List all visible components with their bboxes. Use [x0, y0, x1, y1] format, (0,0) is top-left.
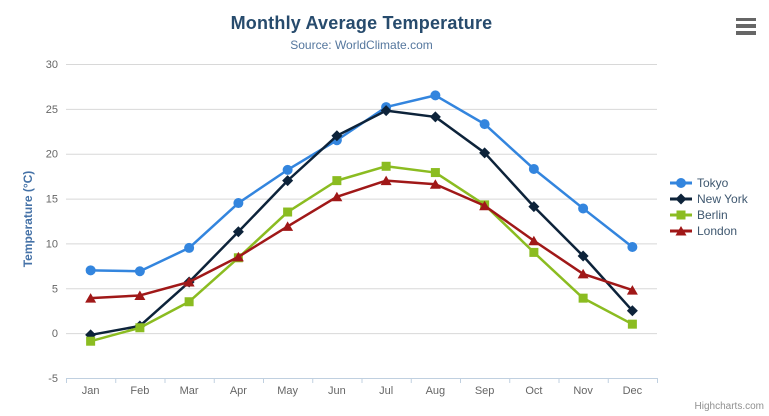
- point-berlin-mar[interactable]: [184, 297, 194, 307]
- y-axis-title: Temperature (°C): [21, 170, 35, 268]
- legend-diamond-icon: [670, 193, 692, 205]
- point-tokyo-aug[interactable]: [430, 90, 441, 101]
- point-london-feb[interactable]: [134, 290, 146, 300]
- point-berlin-may[interactable]: [283, 207, 293, 217]
- point-berlin-oct[interactable]: [529, 247, 539, 257]
- point-new-york-apr[interactable]: [232, 226, 244, 238]
- legend-circle-icon: [670, 178, 692, 188]
- point-berlin-dec[interactable]: [627, 319, 637, 329]
- point-london-sep[interactable]: [479, 200, 491, 211]
- point-london-jul[interactable]: [380, 175, 392, 186]
- series-line-london[interactable]: [89, 179, 634, 300]
- y-axis-tick-label: 15: [46, 194, 58, 206]
- chart-subtitle: Source: WorldClimate.com: [290, 38, 433, 52]
- point-london-may[interactable]: [282, 221, 294, 231]
- point-london-apr[interactable]: [232, 251, 244, 262]
- legend-item-tokyo[interactable]: Tokyo: [670, 177, 748, 189]
- point-london-nov[interactable]: [577, 268, 589, 279]
- x-axis-tick-label: Jul: [379, 385, 393, 397]
- menu-bar: [736, 24, 756, 28]
- menu-bar: [736, 31, 756, 35]
- credits-link[interactable]: Highcharts.com: [694, 401, 764, 412]
- x-axis-tick-label: Jun: [328, 385, 346, 397]
- x-axis-tick-label: Aug: [426, 385, 446, 397]
- point-tokyo-feb[interactable]: [134, 266, 145, 277]
- point-new-york-oct[interactable]: [528, 201, 540, 213]
- legend-label: Tokyo: [697, 176, 729, 190]
- x-axis-tick-label: Mar: [180, 385, 199, 397]
- y-axis-tick-label: 5: [52, 283, 58, 295]
- series-line-tokyo[interactable]: [89, 94, 634, 273]
- point-berlin-jun[interactable]: [332, 176, 342, 186]
- point-new-york-dec[interactable]: [626, 305, 638, 317]
- point-new-york-jul[interactable]: [380, 105, 392, 117]
- legend-square-icon: [670, 210, 692, 220]
- y-axis-tick-label: 25: [46, 104, 58, 116]
- point-london-jun[interactable]: [331, 191, 343, 202]
- x-axis-tick-label: Nov: [573, 385, 593, 397]
- legend: Tokyo New York Berlin London: [670, 177, 748, 237]
- point-new-york-jun[interactable]: [331, 130, 343, 142]
- point-london-jan[interactable]: [85, 293, 97, 303]
- legend-item-london[interactable]: London: [670, 225, 748, 237]
- chart-title: Monthly Average Temperature: [230, 13, 493, 33]
- legend-item-new-york[interactable]: New York: [670, 193, 748, 205]
- y-axis-tick-label: -5: [48, 373, 58, 385]
- point-berlin-feb[interactable]: [135, 323, 145, 333]
- point-london-aug[interactable]: [429, 179, 441, 189]
- x-axis-tick-label: Jan: [82, 385, 100, 397]
- legend-item-berlin[interactable]: Berlin: [670, 209, 748, 221]
- point-tokyo-oct[interactable]: [528, 163, 539, 174]
- legend-marker: [676, 178, 686, 188]
- x-axis-tick-label: Sep: [475, 385, 495, 397]
- point-london-dec[interactable]: [626, 285, 638, 295]
- point-new-york-aug[interactable]: [429, 111, 441, 123]
- legend-label: London: [697, 224, 738, 238]
- point-berlin-jan[interactable]: [86, 336, 96, 346]
- x-axis-tick-label: Dec: [623, 385, 643, 397]
- series-line-new-york[interactable]: [89, 109, 634, 337]
- x-axis-tick-label: Oct: [525, 385, 542, 397]
- hamburger-menu-icon: [736, 17, 756, 35]
- legend-triangle-icon: [670, 226, 692, 236]
- point-tokyo-sep[interactable]: [479, 119, 490, 130]
- series-line-berlin[interactable]: [89, 165, 634, 343]
- point-new-york-may[interactable]: [282, 175, 294, 187]
- legend-marker: [675, 193, 687, 205]
- point-berlin-nov[interactable]: [578, 293, 588, 303]
- x-axis-tick-label: Feb: [130, 385, 149, 397]
- point-berlin-aug[interactable]: [430, 168, 440, 178]
- y-axis-tick-label: 30: [46, 59, 58, 71]
- x-axis-tick-label: Apr: [230, 385, 247, 397]
- legend-marker: [676, 210, 686, 220]
- point-tokyo-jan[interactable]: [85, 265, 96, 276]
- point-tokyo-apr[interactable]: [233, 198, 244, 209]
- point-tokyo-may[interactable]: [282, 164, 293, 175]
- legend-label: Berlin: [697, 208, 728, 222]
- point-london-mar[interactable]: [183, 277, 195, 287]
- y-axis-tick-label: 10: [46, 238, 58, 250]
- menu-bar: [736, 17, 756, 21]
- point-tokyo-nov[interactable]: [578, 203, 589, 214]
- legend-marker: [675, 226, 687, 236]
- point-tokyo-mar[interactable]: [184, 242, 195, 253]
- point-london-oct[interactable]: [528, 235, 540, 246]
- legend-label: New York: [697, 192, 748, 206]
- point-new-york-nov[interactable]: [577, 250, 589, 262]
- y-axis-tick-label: 0: [52, 328, 58, 340]
- x-axis-tick-label: May: [277, 385, 298, 397]
- point-new-york-sep[interactable]: [479, 147, 491, 159]
- point-tokyo-dec[interactable]: [627, 242, 638, 253]
- point-berlin-jul[interactable]: [381, 161, 391, 171]
- context-menu-button[interactable]: [733, 15, 759, 37]
- y-axis-tick-label: 20: [46, 149, 58, 161]
